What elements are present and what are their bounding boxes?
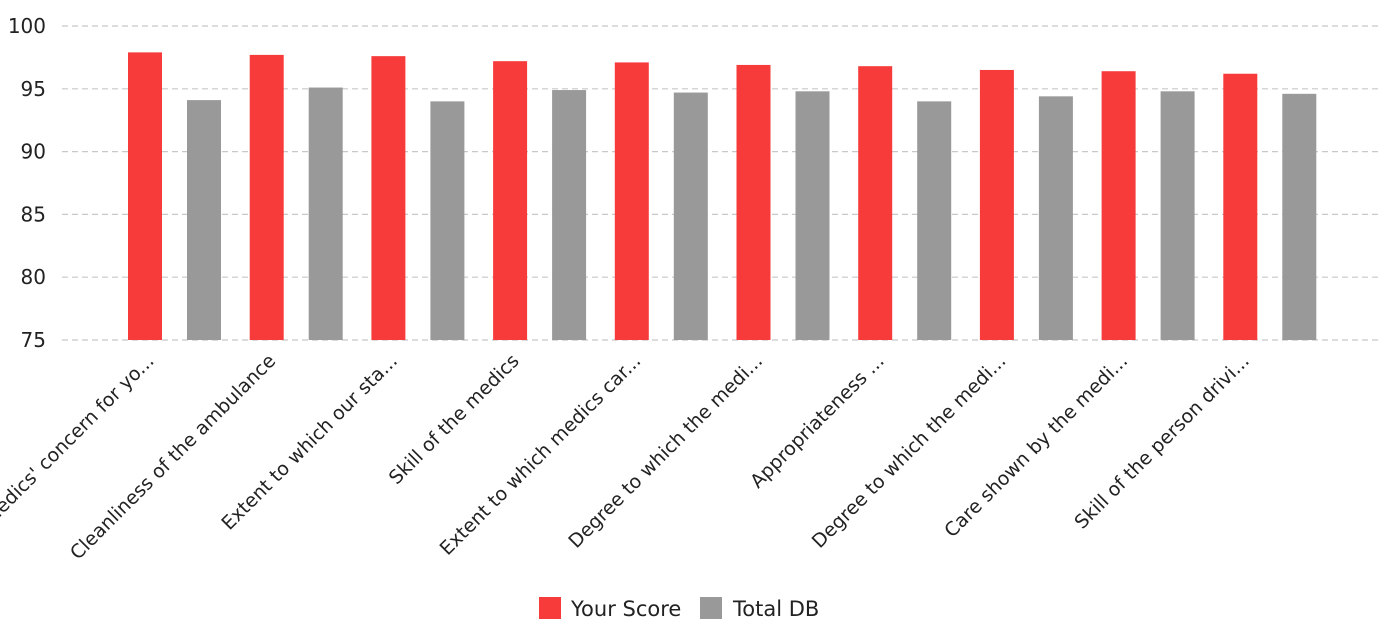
- x-category-label: Extent to which medics car...: [436, 350, 646, 560]
- y-tick-label: 100: [8, 14, 46, 38]
- bar-total-db: [430, 101, 465, 340]
- y-tick-label: 95: [21, 77, 46, 101]
- bar-total-db: [1038, 96, 1073, 340]
- legend-swatch-total-db: [700, 597, 722, 619]
- x-category-label: Appropriateness ...: [746, 350, 889, 493]
- y-tick-label: 75: [21, 328, 46, 352]
- x-category-label: Cleanliness of the ambulance: [66, 350, 280, 564]
- bar-total-db: [1282, 93, 1317, 340]
- bar-your-score: [979, 69, 1014, 341]
- bar-your-score: [493, 61, 528, 340]
- legend-swatch-your-score: [539, 597, 561, 619]
- bar-your-score: [614, 62, 649, 340]
- legend-label-your-score: Your Score: [570, 597, 681, 621]
- y-tick-label: 80: [21, 265, 46, 289]
- bar-your-score: [858, 66, 893, 340]
- bar-total-db: [552, 90, 587, 340]
- bar-your-score: [128, 52, 162, 340]
- bar-total-db: [795, 91, 830, 340]
- bar-your-score: [371, 56, 406, 340]
- bar-total-db: [917, 101, 952, 340]
- y-tick-label: 90: [21, 140, 46, 164]
- legend-label-total-db: Total DB: [732, 597, 819, 621]
- x-category-label: Degree to which the medi...: [564, 350, 767, 553]
- bar-total-db: [1160, 91, 1195, 340]
- x-category-label: Degree to which the medi...: [808, 350, 1011, 553]
- bar-your-score: [1101, 71, 1136, 340]
- bar-total-db: [187, 100, 221, 340]
- bar-total-db: [308, 87, 343, 340]
- bar-your-score: [736, 64, 771, 340]
- bar-your-score: [1223, 73, 1258, 340]
- bar-total-db: [673, 92, 708, 341]
- x-category-label: Skill of the medics: [385, 350, 524, 489]
- bar-your-score: [249, 54, 284, 340]
- y-tick-label: 85: [21, 202, 46, 226]
